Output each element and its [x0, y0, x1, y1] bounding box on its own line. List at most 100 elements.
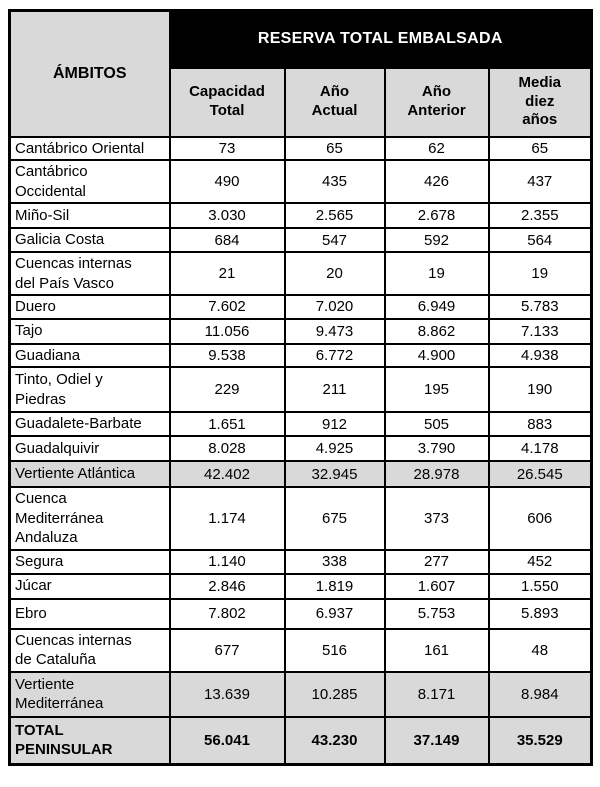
cell-value: 7.020	[283, 294, 386, 320]
cell-value: 8.862	[383, 317, 490, 345]
cell-value: 435	[283, 159, 386, 204]
cell-value: 505	[383, 411, 490, 437]
table-row: Segura 1.140 338 277 452	[8, 548, 593, 575]
cell-value: 1.651	[168, 411, 286, 437]
reserva-embalsada-table: ÁMBITOS RESERVA TOTAL EMBALSADA Capacida…	[8, 9, 594, 766]
row-label: TOTAL PENINSULAR	[8, 715, 171, 766]
cell-value: 195	[383, 366, 490, 413]
cell-value: 883	[487, 411, 593, 437]
cell-value: 6.772	[283, 342, 386, 368]
ambits-corner-header: ÁMBITOS	[8, 9, 171, 138]
group-title-header: RESERVA TOTAL EMBALSADA	[168, 9, 593, 69]
group-header-row: ÁMBITOS RESERVA TOTAL EMBALSADA	[8, 9, 593, 138]
cell-value: 20	[283, 251, 386, 296]
row-label: Segura	[8, 548, 171, 575]
cell-value: 65	[283, 135, 386, 161]
table-row: Galicia Costa 684 547 592 564	[8, 227, 593, 253]
cell-value: 56.041	[168, 715, 286, 766]
table-row: Duero 7.602 7.020 6.949 5.783	[8, 294, 593, 320]
cell-value: 2.355	[487, 202, 593, 229]
cell-value: 1.174	[168, 486, 286, 551]
cell-value: 677	[168, 627, 286, 673]
cell-value: 1.550	[487, 572, 593, 600]
col-header-ano-anterior: Año Anterior	[383, 66, 490, 138]
cell-value: 3.030	[168, 202, 286, 229]
cell-value: 5.753	[383, 597, 490, 630]
cell-value: 32.945	[283, 460, 386, 488]
table-row: Cuencas internas del País Vasco 21 20 19…	[8, 251, 593, 296]
table-row: Cantábrico Oriental 73 65 62 65	[8, 135, 593, 161]
table-row: Cantábrico Occidental 490 435 426 437	[8, 159, 593, 204]
cell-value: 19	[487, 251, 593, 296]
cell-value: 8.171	[383, 670, 490, 718]
row-label: Guadalete-Barbate	[8, 411, 171, 437]
cell-value: 4.925	[283, 435, 386, 462]
subtotal-row-vertiente-atlantica: Vertiente Atlántica 42.402 32.945 28.978…	[8, 460, 593, 488]
cell-value: 5.783	[487, 294, 593, 320]
cell-value: 8.984	[487, 670, 593, 718]
cell-value: 4.938	[487, 342, 593, 368]
row-label: Cuencas internas de Cataluña	[8, 627, 171, 673]
table-row: Tajo 11.056 9.473 8.862 7.133	[8, 317, 593, 345]
cell-value: 2.846	[168, 572, 286, 600]
cell-value: 229	[168, 366, 286, 413]
cell-value: 28.978	[383, 460, 490, 488]
cell-value: 1.607	[383, 572, 490, 600]
table-row: Guadalquivir 8.028 4.925 3.790 4.178	[8, 435, 593, 462]
cell-value: 13.639	[168, 670, 286, 718]
cell-value: 912	[283, 411, 386, 437]
cell-value: 9.473	[283, 317, 386, 345]
row-label: Tajo	[8, 317, 171, 345]
row-label: Cantábrico Oriental	[8, 135, 171, 161]
cell-value: 426	[383, 159, 490, 204]
cell-value: 26.545	[487, 460, 593, 488]
cell-value: 490	[168, 159, 286, 204]
cell-value: 7.133	[487, 317, 593, 345]
cell-value: 211	[283, 366, 386, 413]
cell-value: 10.285	[283, 670, 386, 718]
total-row-peninsular: TOTAL PENINSULAR 56.041 43.230 37.149 35…	[8, 715, 593, 766]
row-label: Tinto, Odiel y Piedras	[8, 366, 171, 413]
cell-value: 73	[168, 135, 286, 161]
cell-value: 7.602	[168, 294, 286, 320]
cell-value: 3.790	[383, 435, 490, 462]
table-row: Cuencas internas de Cataluña 677 516 161…	[8, 627, 593, 673]
table-row: Júcar 2.846 1.819 1.607 1.550	[8, 572, 593, 600]
cell-value: 547	[283, 227, 386, 253]
cell-value: 2.678	[383, 202, 490, 229]
row-label: Miño-Sil	[8, 202, 171, 229]
cell-value: 592	[383, 227, 490, 253]
row-label: Vertiente Atlántica	[8, 460, 171, 488]
cell-value: 48	[487, 627, 593, 673]
cell-value: 65	[487, 135, 593, 161]
cell-value: 43.230	[283, 715, 386, 766]
row-label: Guadalquivir	[8, 435, 171, 462]
table-row: Guadiana 9.538 6.772 4.900 4.938	[8, 342, 593, 368]
cell-value: 5.893	[487, 597, 593, 630]
cell-value: 516	[283, 627, 386, 673]
cell-value: 1.140	[168, 548, 286, 575]
cell-value: 4.178	[487, 435, 593, 462]
cell-value: 11.056	[168, 317, 286, 345]
cell-value: 1.819	[283, 572, 386, 600]
cell-value: 7.802	[168, 597, 286, 630]
table-row: Ebro 7.802 6.937 5.753 5.893	[8, 597, 593, 630]
row-label: Galicia Costa	[8, 227, 171, 253]
cell-value: 606	[487, 486, 593, 551]
col-header-media-diez-anos: Media diez años	[487, 66, 593, 138]
cell-value: 675	[283, 486, 386, 551]
cell-value: 62	[383, 135, 490, 161]
cell-value: 37.149	[383, 715, 490, 766]
row-label: Júcar	[8, 572, 171, 600]
cell-value: 8.028	[168, 435, 286, 462]
table-row: Miño-Sil 3.030 2.565 2.678 2.355	[8, 202, 593, 229]
cell-value: 564	[487, 227, 593, 253]
row-label: Duero	[8, 294, 171, 320]
cell-value: 684	[168, 227, 286, 253]
row-label: Cantábrico Occidental	[8, 159, 171, 204]
cell-value: 4.900	[383, 342, 490, 368]
cell-value: 190	[487, 366, 593, 413]
cell-value: 437	[487, 159, 593, 204]
cell-value: 35.529	[487, 715, 593, 766]
cell-value: 373	[383, 486, 490, 551]
